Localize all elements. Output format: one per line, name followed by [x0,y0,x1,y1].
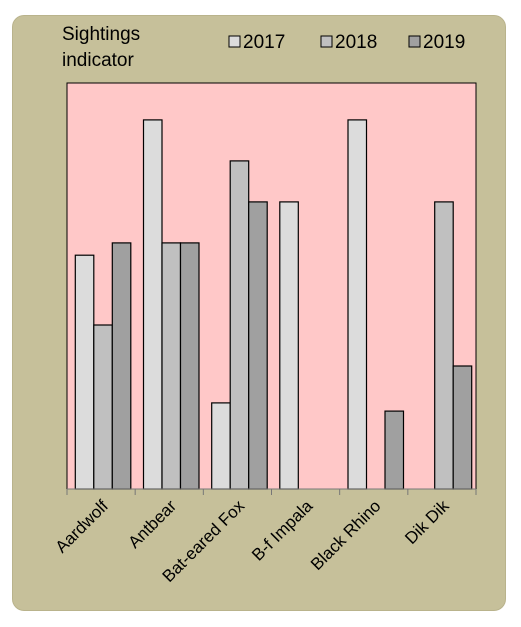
x-tick-label: Dik Dik [401,496,453,548]
bar-antbear-2019 [179,242,200,490]
bar-dik-dik-2018 [434,201,454,490]
x-tick-label: B-f Impala [248,496,317,565]
legend-label-2017: 2017 [243,32,285,53]
legend-label-2018: 2018 [335,32,377,53]
bar-black-rhino-2017 [347,119,368,490]
legend-label-2019: 2019 [423,32,465,53]
x-tick-label: Antbear [125,496,181,552]
x-tick-label: Black Rhino [307,496,385,574]
bar-aardwolf-2019 [111,242,132,490]
bars-group [74,119,473,490]
bar-antbear-2018 [161,242,182,490]
x-tick-label: Aardwolf [52,496,112,556]
bar-bat-eared-fox-2019 [248,201,268,490]
bar-dik-dik-2019 [452,365,473,490]
bar-black-rhino-2019 [384,410,405,490]
legend-swatch-2018 [320,35,333,48]
bar-antbear-2017 [142,119,163,490]
bar-b-f-impala-2017 [279,201,299,490]
bar-bat-eared-fox-2018 [229,160,250,490]
legend-swatch-2017 [228,35,241,48]
plot-area [66,82,477,490]
legend: 2017 2018 2019 [228,32,465,53]
bar-aardwolf-2017 [74,254,95,490]
bar-bat-eared-fox-2017 [211,402,231,490]
legend-swatch-2019 [408,35,421,48]
y-axis-label-line-1: Sightings [62,24,140,45]
y-axis-label-line-2: indicator [62,50,134,71]
bar-aardwolf-2018 [93,324,113,490]
